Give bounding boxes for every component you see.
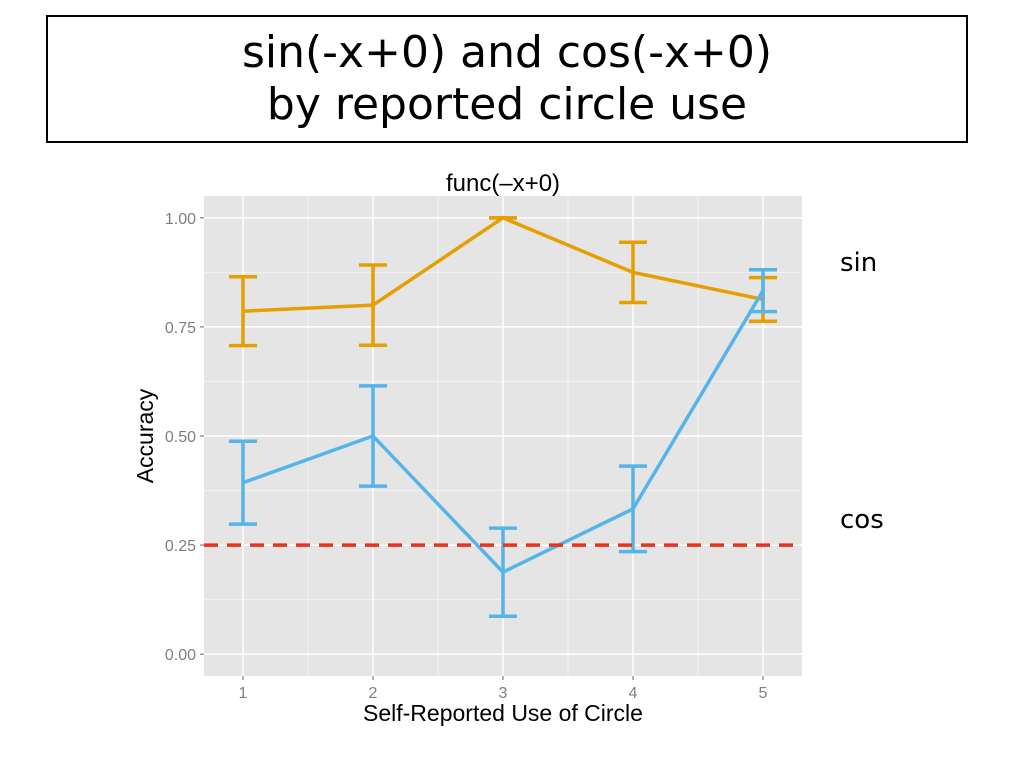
x-tick-label: 3 — [499, 685, 508, 702]
slide-title-line-2: by reported circle use — [266, 79, 748, 130]
chart-title: func(–x+0) — [446, 170, 560, 197]
y-tick-label: 1.00 — [165, 211, 196, 228]
x-axis-label: Self-Reported Use of Circle — [363, 700, 643, 726]
x-tick-label: 4 — [629, 685, 638, 702]
y-axis-label: Accuracy — [132, 388, 158, 483]
y-tick-label: 0.25 — [165, 538, 196, 555]
y-tick-label: 0.00 — [165, 647, 196, 664]
y-tick-label: 0.50 — [165, 429, 196, 446]
x-tick-label: 1 — [239, 685, 248, 702]
slide-title-line-1: sin(-x+0) and cos(-x+0) — [241, 27, 773, 78]
sin-series-label: sin — [840, 248, 878, 278]
x-tick-label: 5 — [759, 685, 768, 702]
y-tick-label: 0.75 — [165, 320, 196, 337]
x-tick-label: 2 — [369, 685, 378, 702]
cos-series-label: cos — [840, 505, 884, 535]
slide-title-box: sin(-x+0) and cos(-x+0) by reported circ… — [46, 15, 968, 143]
